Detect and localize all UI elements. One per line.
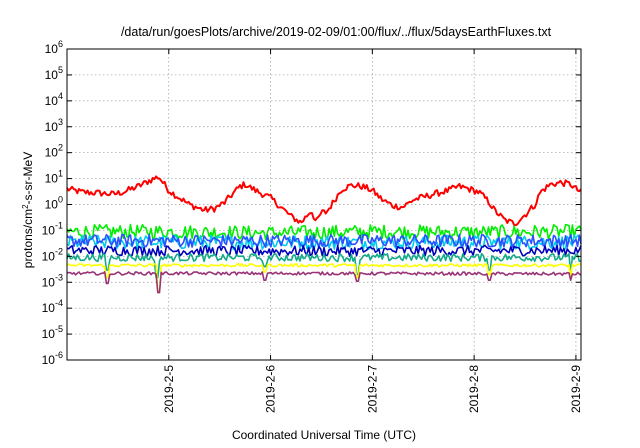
y-tick-base: 10	[45, 94, 59, 108]
y-tick-exp: -6	[55, 350, 63, 360]
x-tick-label: 2019-2-6	[264, 365, 278, 413]
y-axis-label-sup: 2	[21, 204, 30, 209]
y-tick-label: 10-4	[42, 298, 63, 315]
y-tick-exp: 3	[58, 117, 63, 127]
y-tick-exp: 5	[58, 65, 63, 75]
y-tick-label: 10-6	[42, 350, 63, 367]
y-tick-label: 10-5	[42, 324, 63, 341]
y-tick-label: 10-2	[42, 246, 63, 263]
series-line-5	[66, 252, 582, 279]
y-tick-base: 10	[45, 42, 59, 56]
series-line-7	[66, 271, 582, 294]
x-tick-label: 2019-2-9	[569, 365, 583, 413]
y-tick-label: 10-1	[42, 220, 63, 237]
chart-title: /data/run/goesPlots/archive/2019-02-09/0…	[121, 25, 552, 39]
grid-lines	[67, 49, 581, 360]
series-line-0	[66, 175, 582, 227]
y-tick-base: 10	[42, 301, 56, 315]
y-tick-base: 10	[42, 327, 56, 341]
series-line-3	[66, 233, 582, 248]
y-tick-exp: -3	[55, 272, 63, 282]
y-tick-exp: 4	[58, 91, 63, 101]
y-tick-label: 104	[45, 91, 63, 108]
y-tick-exp: 0	[58, 195, 63, 205]
y-tick-base: 10	[42, 353, 56, 367]
y-tick-label: 100	[45, 195, 63, 212]
y-tick-base: 10	[45, 146, 59, 160]
y-axis: 10-610-510-410-310-210-11001011021031041…	[42, 39, 581, 367]
y-tick-base: 10	[42, 223, 56, 237]
series-group	[66, 175, 582, 294]
y-tick-exp: -1	[55, 220, 63, 230]
y-tick-exp: 2	[58, 143, 63, 153]
series-line-6	[66, 263, 582, 294]
x-tick-label: 2019-2-5	[162, 365, 176, 413]
y-tick-exp: 1	[58, 169, 63, 179]
y-tick-base: 10	[42, 249, 56, 263]
series-line-1	[66, 223, 582, 241]
series-line-2	[66, 234, 582, 251]
y-tick-exp: 6	[58, 39, 63, 49]
y-tick-base: 10	[45, 172, 59, 186]
y-tick-exp: -5	[55, 324, 63, 334]
y-tick-base: 10	[45, 120, 59, 134]
y-tick-base: 10	[45, 198, 59, 212]
y-tick-exp: -2	[55, 246, 63, 256]
x-tick-label: 2019-2-8	[467, 365, 481, 413]
y-tick-label: 106	[45, 39, 63, 56]
y-tick-base: 10	[42, 275, 56, 289]
y-tick-exp: -4	[55, 298, 63, 308]
y-tick-label: 10-3	[42, 272, 63, 289]
series-line-4	[66, 244, 582, 257]
y-axis-label-part2: -s-sr-MeV	[21, 152, 35, 205]
y-tick-label: 103	[45, 117, 63, 134]
y-tick-label: 102	[45, 143, 63, 160]
y-tick-label: 105	[45, 65, 63, 82]
y-tick-label: 101	[45, 169, 63, 186]
y-axis-label: protons/cm2-s-sr-MeV	[21, 152, 35, 268]
x-tick-label: 2019-2-7	[365, 365, 379, 413]
y-tick-base: 10	[45, 68, 59, 82]
y-axis-label-part1: protons/cm	[21, 209, 35, 268]
x-axis: 2019-2-5 2019-2-6 2019-2-7 2019-2-8 2019-2-9	[162, 49, 583, 413]
x-axis-label: Coordinated Universal Time (UTC)	[232, 428, 416, 442]
